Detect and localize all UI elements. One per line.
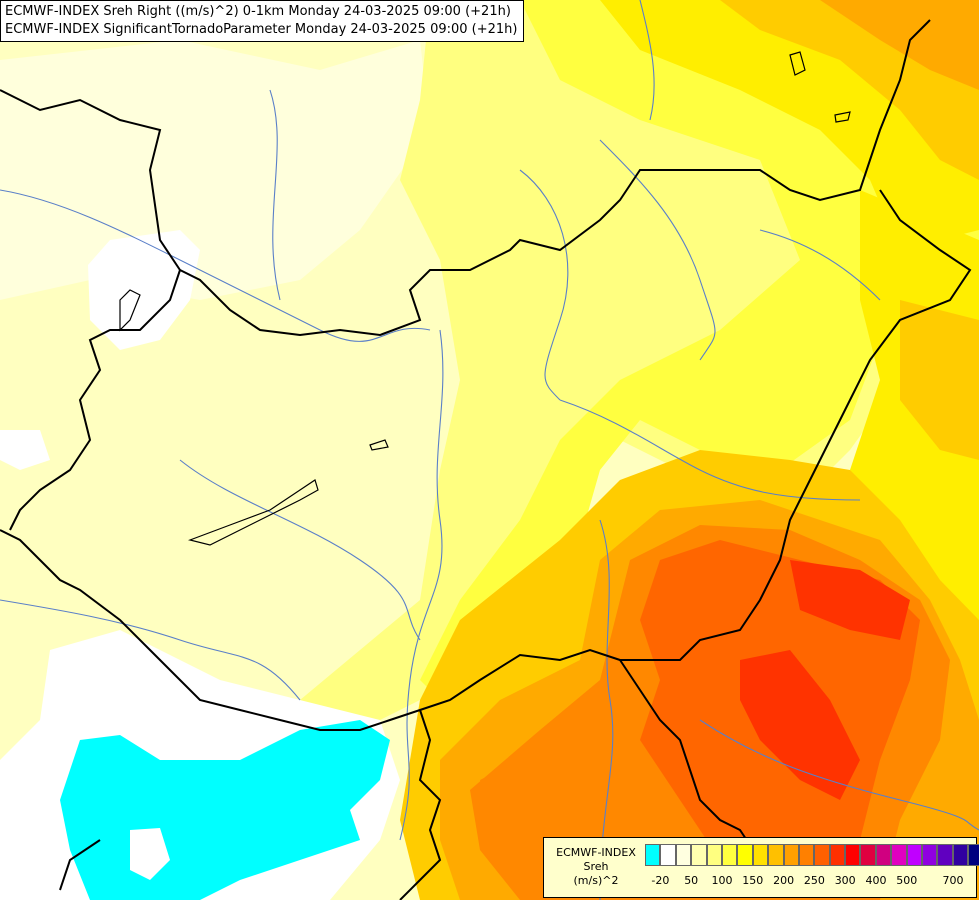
field-orange-top bbox=[820, 0, 979, 90]
river-12 bbox=[639, 0, 655, 121]
legend-swatch bbox=[952, 844, 969, 866]
legend-swatch bbox=[937, 844, 953, 866]
color-legend: ECMWF-INDEX Sreh (m/s)^2 -20 50 100 150 200 2… bbox=[543, 837, 979, 898]
legend-swatch bbox=[783, 844, 799, 866]
legend-swatch bbox=[891, 844, 907, 866]
border-south bbox=[0, 529, 621, 731]
legend-swatch bbox=[752, 844, 769, 866]
legend-label-line-3: (m/s)^2 bbox=[573, 874, 619, 887]
legend-label: ECMWF-INDEX Sreh (m/s)^2 bbox=[548, 846, 644, 888]
river-11 bbox=[759, 229, 881, 301]
river-7 bbox=[599, 519, 614, 900]
borders bbox=[0, 19, 972, 900]
legend-label-line-2: Sreh bbox=[583, 860, 609, 873]
legend-swatch bbox=[660, 844, 676, 866]
lakes bbox=[119, 51, 851, 546]
legend-swatch bbox=[906, 844, 923, 866]
legend-tick-label: 250 bbox=[803, 874, 825, 887]
lake-1 bbox=[369, 439, 389, 451]
legend-tick-label: 200 bbox=[773, 874, 795, 887]
river-10 bbox=[0, 599, 301, 701]
legend-swatch-row bbox=[645, 844, 979, 866]
legend-swatch bbox=[860, 844, 876, 866]
field-white-sw-island bbox=[130, 828, 170, 880]
legend-tick-label: 700 bbox=[942, 874, 964, 887]
map-title-line-2: ECMWF-INDEX SignificantTornadoParameter … bbox=[5, 22, 518, 37]
legend-swatch bbox=[691, 844, 707, 866]
legend-swatch bbox=[875, 844, 892, 866]
legend-tick-label: 500 bbox=[896, 874, 918, 887]
legend-swatch bbox=[706, 844, 722, 866]
field-red-core2 bbox=[740, 650, 860, 800]
legend-tick-label: 50 bbox=[684, 874, 699, 887]
river-6 bbox=[559, 399, 861, 501]
river-5 bbox=[599, 139, 716, 361]
river-8 bbox=[699, 719, 979, 831]
lake-4 bbox=[834, 111, 851, 123]
legend-swatch bbox=[829, 844, 846, 866]
river-1 bbox=[0, 189, 431, 342]
map-title-line-1: ECMWF-INDEX Sreh Right ((m/s)^2) 0-1km M… bbox=[5, 4, 511, 19]
border-sw bbox=[399, 709, 442, 900]
field-orange-sw-patch bbox=[480, 750, 570, 830]
legend-tick-label: 400 bbox=[865, 874, 887, 887]
river-2 bbox=[399, 329, 444, 841]
border-east bbox=[620, 189, 972, 661]
legend-swatch bbox=[922, 844, 938, 866]
river-3 bbox=[269, 89, 281, 301]
river-9 bbox=[179, 459, 421, 641]
legend-swatch bbox=[798, 844, 815, 866]
field-gold-east bbox=[900, 300, 979, 460]
legend-tick-label: -20 bbox=[651, 874, 670, 887]
legend-swatch bbox=[721, 844, 738, 866]
legend-swatch bbox=[675, 844, 692, 866]
legend-swatch bbox=[814, 844, 830, 866]
legend-tick-label: 300 bbox=[834, 874, 856, 887]
legend-swatch bbox=[768, 844, 784, 866]
legend-swatch bbox=[645, 844, 661, 866]
map-title-box: ECMWF-INDEX Sreh Right ((m/s)^2) 0-1km M… bbox=[0, 0, 524, 42]
field-white-nw-small bbox=[0, 430, 50, 470]
legend-tick-label: 100 bbox=[711, 874, 733, 887]
legend-swatch bbox=[737, 844, 753, 866]
legend-swatch bbox=[968, 844, 979, 866]
border-north bbox=[0, 19, 931, 337]
field-yellow-inner bbox=[420, 0, 979, 700]
field-light-north bbox=[0, 40, 430, 300]
legend-tick-label: 150 bbox=[742, 874, 764, 887]
lake-2 bbox=[119, 289, 141, 332]
field-white-west bbox=[88, 230, 200, 350]
river-4 bbox=[519, 169, 569, 401]
lake-3 bbox=[789, 51, 806, 76]
border-west bbox=[9, 269, 181, 531]
border-se bbox=[619, 659, 761, 861]
lake-balaton bbox=[187, 479, 319, 546]
legend-swatch bbox=[845, 844, 861, 866]
legend-tick-row: -20 50 100 150 200 250 300 400 500 700 bbox=[645, 874, 975, 890]
border-w-south bbox=[59, 839, 101, 891]
legend-label-line-1: ECMWF-INDEX bbox=[556, 846, 636, 859]
field-red-core1 bbox=[790, 560, 910, 640]
